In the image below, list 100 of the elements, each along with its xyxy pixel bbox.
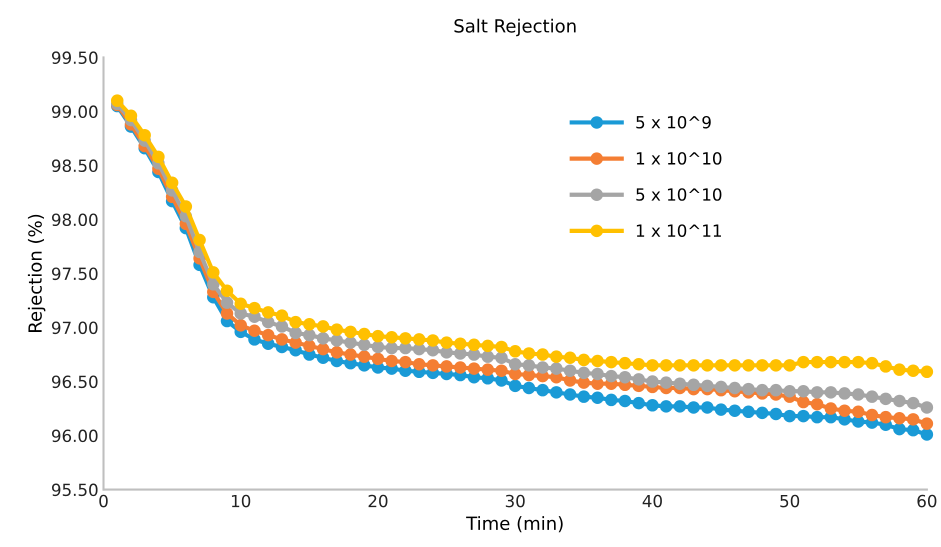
point bbox=[687, 359, 700, 372]
point bbox=[248, 302, 261, 314]
point bbox=[276, 320, 288, 333]
point bbox=[180, 200, 192, 213]
point bbox=[508, 380, 522, 392]
point bbox=[605, 394, 618, 406]
point bbox=[810, 356, 824, 368]
point bbox=[879, 410, 892, 424]
point bbox=[756, 384, 768, 396]
point bbox=[358, 350, 370, 363]
point bbox=[893, 422, 906, 436]
point bbox=[756, 406, 768, 420]
point bbox=[893, 363, 906, 376]
point bbox=[866, 408, 878, 422]
point bbox=[110, 94, 124, 107]
point bbox=[591, 391, 604, 404]
x-tick-label: 10 bbox=[232, 494, 250, 508]
point bbox=[522, 359, 536, 372]
point bbox=[810, 386, 824, 399]
chart-title: Salt Rejection bbox=[454, 18, 576, 36]
y-tick-label: 97.00 bbox=[52, 321, 98, 334]
point bbox=[454, 337, 467, 350]
point bbox=[316, 320, 330, 333]
point bbox=[495, 340, 508, 354]
point bbox=[508, 345, 522, 358]
point bbox=[632, 396, 645, 410]
point bbox=[276, 333, 288, 346]
point bbox=[440, 336, 453, 349]
point bbox=[646, 359, 659, 372]
point bbox=[783, 410, 796, 422]
point bbox=[906, 364, 920, 377]
point bbox=[783, 359, 796, 372]
point bbox=[262, 306, 274, 319]
point bbox=[797, 356, 810, 368]
point bbox=[770, 408, 782, 420]
point bbox=[660, 376, 672, 389]
x-tick-label: 50 bbox=[780, 494, 800, 508]
point bbox=[578, 390, 590, 403]
point bbox=[906, 396, 920, 410]
point bbox=[770, 359, 782, 372]
point bbox=[303, 328, 316, 342]
y-tick-label: 99.50 bbox=[52, 51, 98, 64]
y-tick-label: 98.00 bbox=[52, 213, 98, 226]
point bbox=[316, 332, 330, 345]
point bbox=[426, 359, 440, 372]
point bbox=[605, 356, 618, 368]
point bbox=[495, 364, 508, 377]
point bbox=[783, 385, 796, 398]
y-tick-label: 96.00 bbox=[52, 430, 98, 442]
point bbox=[714, 403, 728, 416]
point bbox=[564, 364, 576, 377]
legend-label: 1 x 10^11 bbox=[636, 224, 721, 237]
point bbox=[166, 176, 178, 190]
point bbox=[289, 316, 302, 328]
point bbox=[344, 326, 357, 338]
legend-label: 5 x 10^9 bbox=[636, 116, 711, 129]
point bbox=[646, 399, 659, 412]
point bbox=[207, 278, 220, 291]
x-tick-label: 30 bbox=[506, 494, 525, 508]
point bbox=[220, 284, 234, 298]
point bbox=[454, 361, 467, 374]
point bbox=[412, 358, 426, 370]
point bbox=[193, 234, 206, 246]
y-tick-label: 98.50 bbox=[52, 159, 98, 172]
point bbox=[920, 366, 934, 378]
y-tick-label: 99.00 bbox=[52, 105, 98, 118]
point bbox=[920, 401, 934, 414]
point bbox=[303, 340, 316, 352]
point bbox=[220, 307, 234, 320]
x-tick-label: 40 bbox=[642, 494, 662, 508]
point bbox=[701, 380, 714, 392]
point bbox=[399, 332, 412, 345]
point bbox=[372, 352, 384, 366]
point bbox=[358, 338, 370, 352]
point bbox=[495, 352, 508, 364]
point bbox=[810, 398, 824, 410]
x-tick-label: 60 bbox=[917, 494, 936, 508]
point bbox=[674, 400, 686, 413]
point bbox=[838, 356, 851, 368]
point bbox=[303, 318, 316, 331]
point bbox=[632, 358, 645, 370]
x-axis-title: Time (min) bbox=[466, 516, 563, 532]
x-tick-label: 20 bbox=[368, 494, 388, 508]
point bbox=[508, 358, 522, 370]
point bbox=[330, 346, 344, 359]
point bbox=[578, 366, 590, 380]
point bbox=[742, 382, 755, 396]
point bbox=[852, 406, 865, 418]
point bbox=[385, 342, 398, 354]
point bbox=[289, 326, 302, 340]
point bbox=[866, 390, 878, 403]
point bbox=[358, 328, 370, 340]
point bbox=[674, 359, 686, 372]
point bbox=[330, 334, 344, 347]
point bbox=[879, 392, 892, 406]
point bbox=[234, 319, 247, 332]
point bbox=[660, 400, 672, 413]
point bbox=[468, 362, 480, 375]
point bbox=[838, 404, 851, 417]
point bbox=[372, 340, 384, 354]
